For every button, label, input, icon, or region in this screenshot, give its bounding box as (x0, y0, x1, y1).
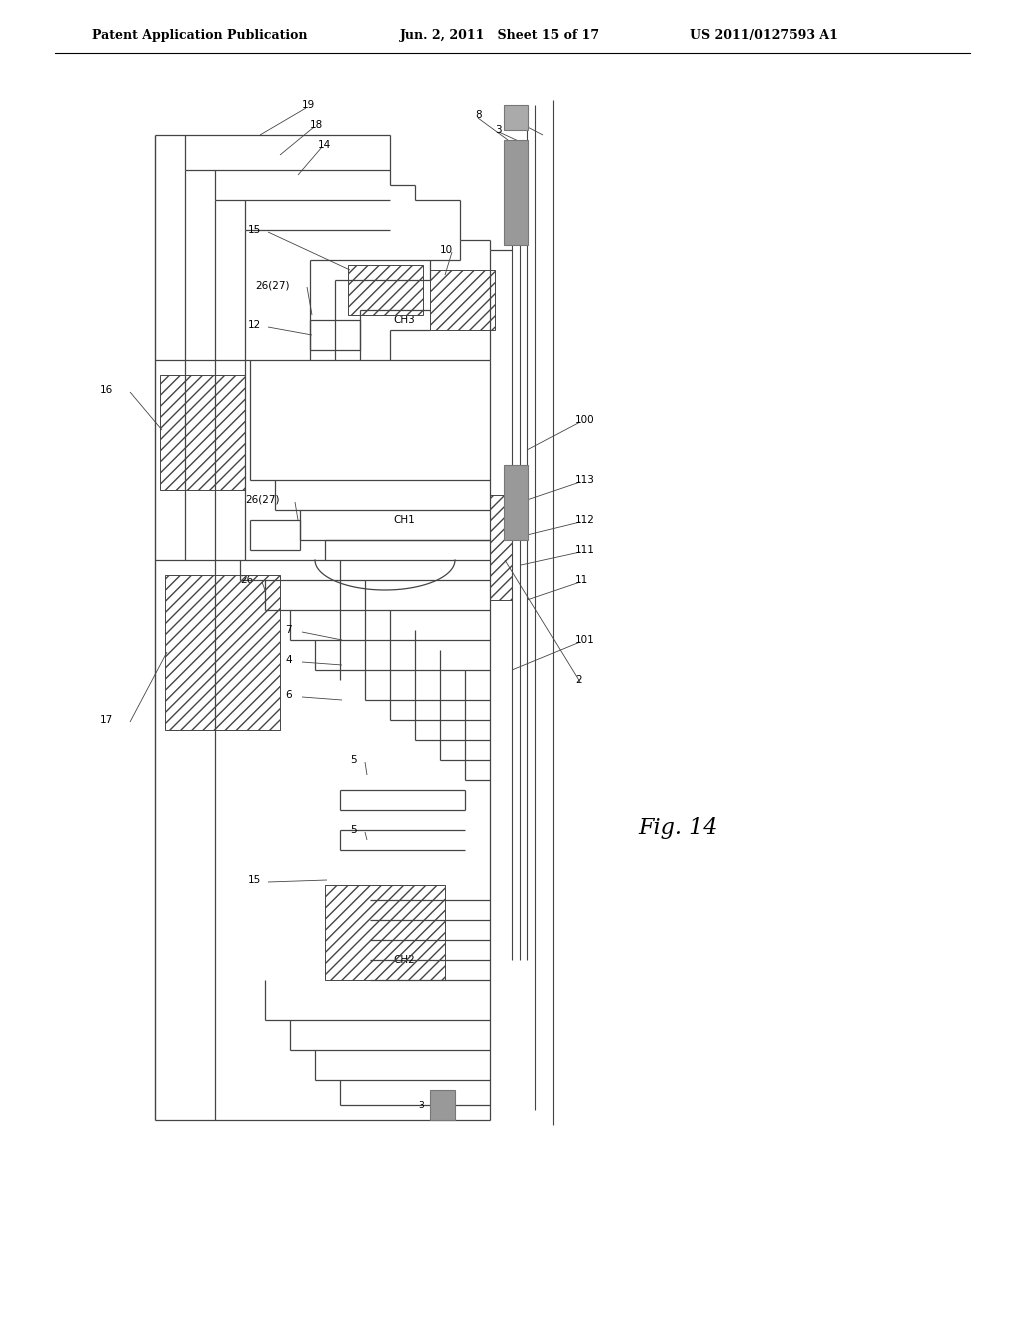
Text: 6: 6 (285, 690, 292, 700)
Text: 8: 8 (475, 110, 481, 120)
Text: 15: 15 (248, 224, 261, 235)
Bar (430, 1090, 455, 1119)
Text: 17: 17 (100, 715, 114, 725)
Bar (160, 375, 245, 490)
Text: 100: 100 (575, 414, 595, 425)
Text: 26: 26 (240, 576, 253, 585)
Text: CH1: CH1 (393, 515, 415, 525)
Text: 1: 1 (515, 115, 521, 125)
Text: US 2011/0127593 A1: US 2011/0127593 A1 (690, 29, 838, 42)
Text: 2: 2 (575, 675, 582, 685)
Bar (430, 271, 495, 330)
Text: Patent Application Publication: Patent Application Publication (92, 29, 307, 42)
Text: 111: 111 (575, 545, 595, 554)
Bar (504, 465, 528, 540)
Text: 11: 11 (575, 576, 588, 585)
Text: 3: 3 (495, 125, 502, 135)
Text: 15: 15 (248, 875, 261, 884)
Bar (165, 576, 280, 730)
Text: 14: 14 (318, 140, 331, 150)
Text: 5: 5 (350, 825, 356, 836)
Text: 12: 12 (248, 319, 261, 330)
Bar (504, 106, 528, 129)
Bar (504, 140, 528, 246)
Text: CH3: CH3 (393, 315, 415, 325)
Text: 4: 4 (285, 655, 292, 665)
Bar (325, 884, 445, 979)
Bar (490, 495, 512, 601)
Text: 7: 7 (285, 624, 292, 635)
Text: 10: 10 (440, 246, 454, 255)
Text: Fig. 14: Fig. 14 (638, 817, 718, 840)
Text: 26(27): 26(27) (255, 280, 290, 290)
Text: 3: 3 (418, 1101, 424, 1110)
Text: 16: 16 (100, 385, 114, 395)
Text: 5: 5 (350, 755, 356, 766)
Text: CH2: CH2 (393, 954, 415, 965)
Text: 113: 113 (575, 475, 595, 484)
Text: 19: 19 (302, 100, 315, 110)
Text: 18: 18 (310, 120, 324, 129)
Bar (348, 265, 423, 315)
Text: 26(27): 26(27) (245, 495, 280, 506)
Text: 112: 112 (575, 515, 595, 525)
Text: 101: 101 (575, 635, 595, 645)
Text: Jun. 2, 2011   Sheet 15 of 17: Jun. 2, 2011 Sheet 15 of 17 (400, 29, 600, 42)
